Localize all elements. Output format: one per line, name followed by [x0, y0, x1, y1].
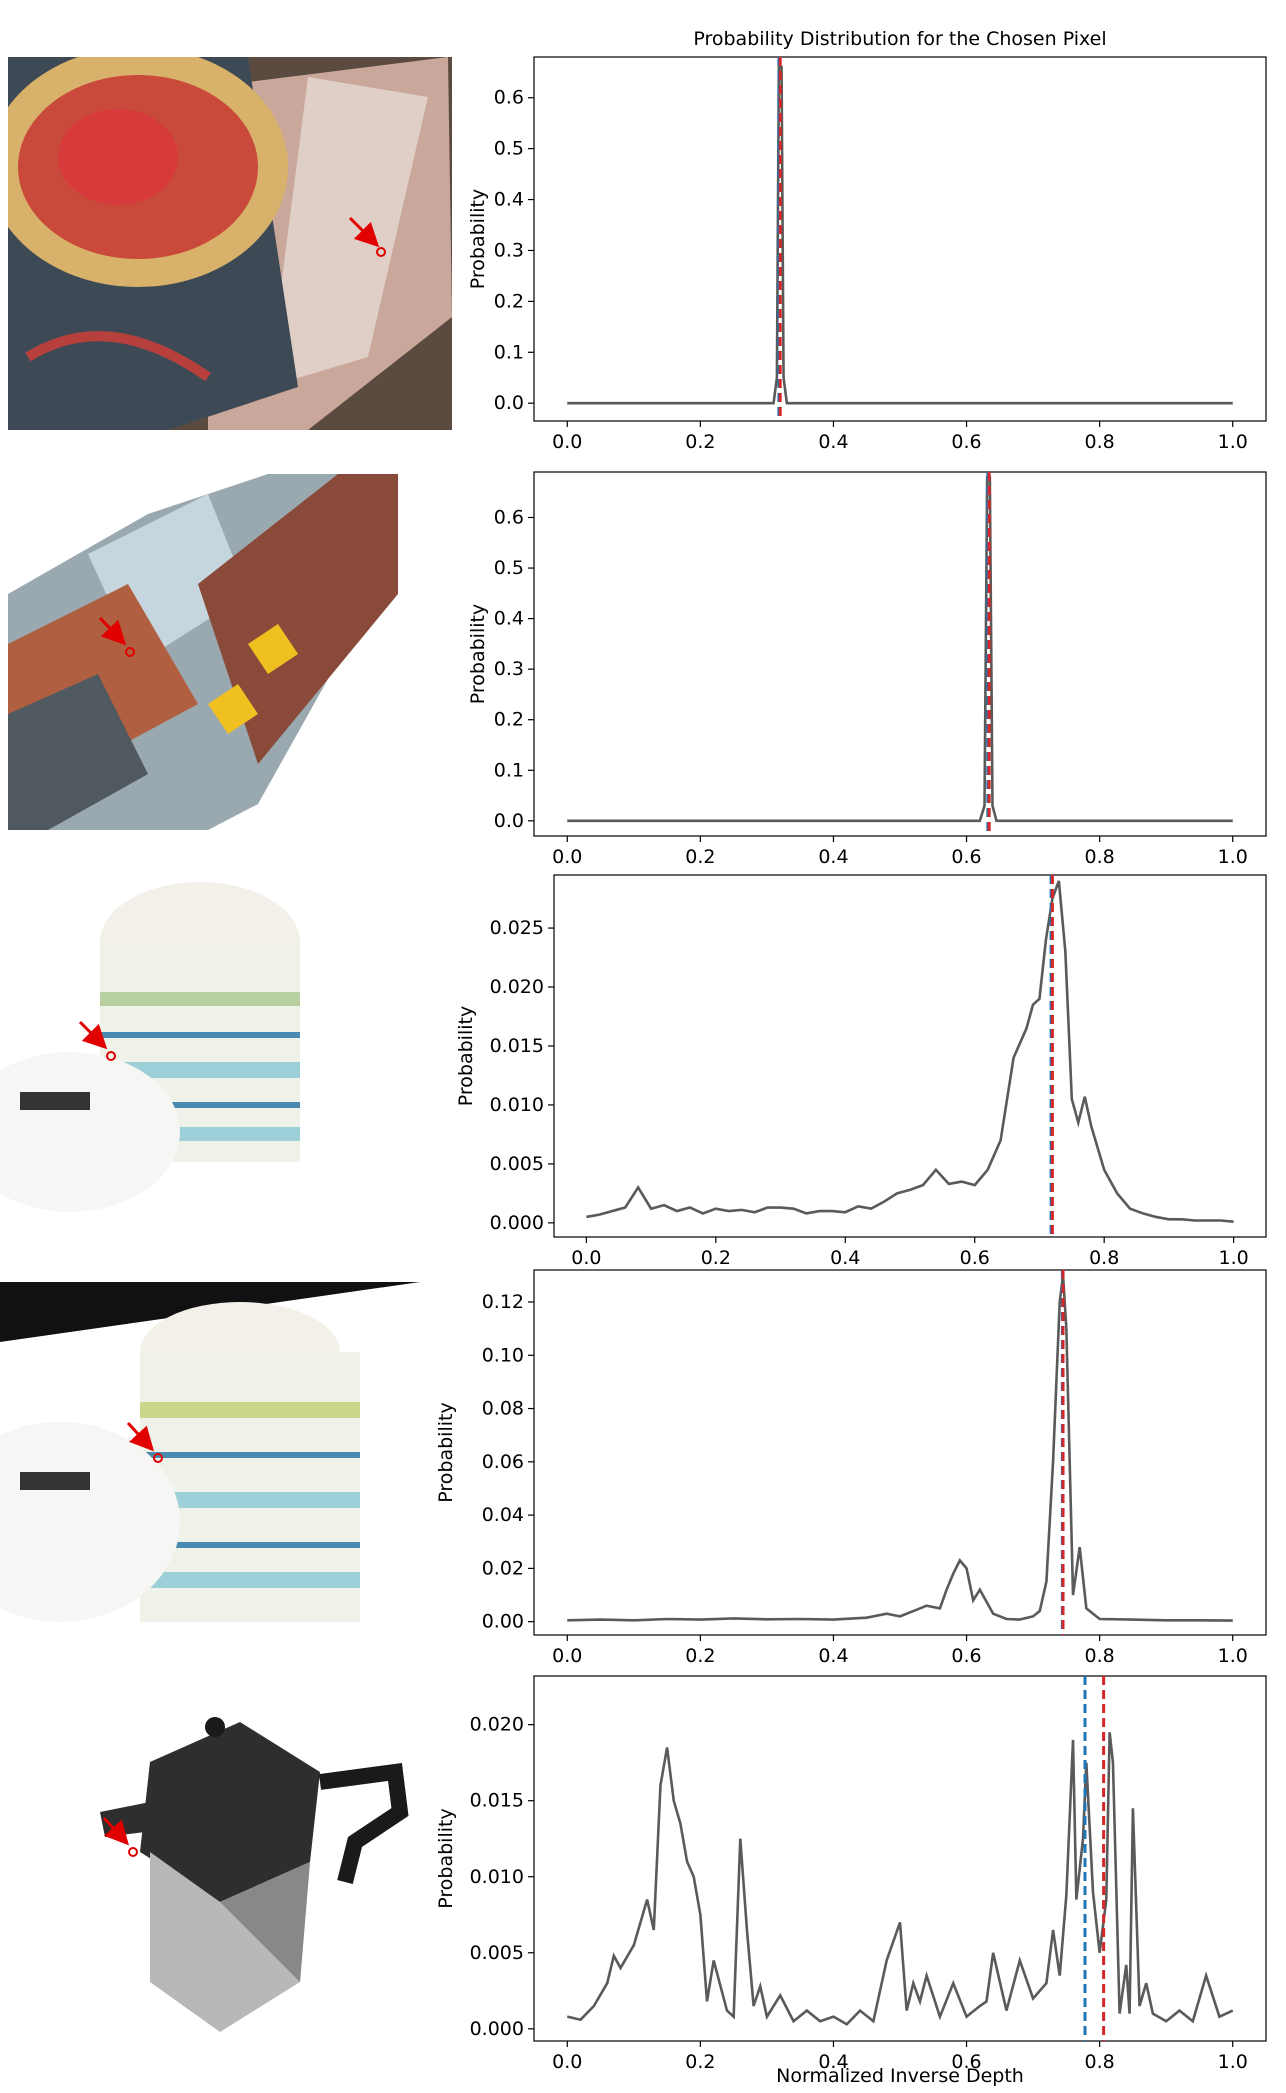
- x-tick-label: 0.0: [552, 846, 582, 868]
- y-tick-label: 0.6: [494, 507, 524, 529]
- y-tick-label: 0.1: [494, 759, 524, 781]
- x-tick-label: 0.4: [818, 1645, 848, 1667]
- chart-panel-3: 0.000 0.005 0.010 0.015 0.020 0.025 0.0 0.2 0.4 0…: [455, 874, 1267, 1269]
- y-tick-label: 0.4: [494, 608, 524, 630]
- y-axis-label: Probability: [435, 1402, 457, 1502]
- y-tick-label: 0.5: [494, 557, 524, 579]
- scene-image-model-town: [8, 474, 398, 830]
- chart-frame: [533, 1269, 1267, 1636]
- scene-image-moka-pot: [0, 1682, 420, 2037]
- chart-panel-2: 0.0 0.1 0.2 0.3 0.4 0.5 0.6 0.0 0.2 0.4 0.6 0.8 1.0 P…: [467, 471, 1267, 868]
- distribution-curve: [567, 1275, 1233, 1622]
- distribution-curve: [567, 65, 1233, 405]
- x-tick-label: 0.8: [1089, 1247, 1119, 1269]
- x-tick-label: 0.6: [960, 1247, 990, 1269]
- x-tick-label: 0.6: [951, 431, 981, 453]
- y-tick-label: 0.015: [490, 1035, 544, 1057]
- y-tick-label: 0.2: [494, 290, 524, 312]
- chart-frame: [533, 1675, 1267, 2042]
- x-tick-label: 0.6: [951, 1645, 981, 1667]
- pixel-marker-1: [348, 216, 386, 257]
- distribution-curve: [566, 1732, 1234, 2026]
- y-tick-label: 0.025: [490, 917, 544, 939]
- x-tick-label: 0.4: [818, 2051, 848, 2073]
- x-tick-label: 0.4: [830, 1247, 860, 1269]
- x-tick-label: 0.2: [685, 1645, 715, 1667]
- x-tick-label: 0.4: [818, 846, 848, 868]
- x-axis-label: Normalized Inverse Depth: [776, 2065, 1024, 2087]
- x-tick-label: 0.0: [552, 1645, 582, 1667]
- x-tick-label: 1.0: [1218, 846, 1248, 868]
- scene-image-cup-on-block: [8, 57, 452, 430]
- x-tick-label: 0.8: [1085, 846, 1115, 868]
- y-tick-label: 0.04: [482, 1504, 524, 1526]
- y-tick-label: 0.08: [482, 1398, 524, 1420]
- y-tick-label: 0.0: [494, 810, 524, 832]
- x-tick-label: 1.0: [1218, 2051, 1248, 2073]
- y-tick-label: 0.06: [482, 1451, 524, 1473]
- x-tick-label: 1.0: [1219, 1247, 1249, 1269]
- y-tick-label: 0.3: [494, 658, 524, 680]
- x-tick-label: 0.0: [552, 2051, 582, 2073]
- x-tick-label: 0.0: [552, 431, 582, 453]
- x-tick-label: 0.2: [685, 431, 715, 453]
- x-tick-label: 1.0: [1218, 431, 1248, 453]
- y-tick-label: 0.005: [490, 1153, 544, 1175]
- distribution-curve: [586, 880, 1234, 1223]
- y-tick-label: 0.0: [494, 392, 524, 414]
- chart-frame: [553, 874, 1267, 1238]
- pixel-marker-4: [126, 1421, 163, 1463]
- x-tick-label: 0.8: [1085, 1645, 1115, 1667]
- y-axis-label: Probability: [467, 189, 489, 289]
- y-axis-label: Probability: [455, 1006, 477, 1106]
- y-tick-label: 0.12: [482, 1291, 524, 1313]
- figure-title: Probability Distribution for the Chosen …: [693, 28, 1107, 50]
- y-axis-label: Probability: [467, 604, 489, 704]
- x-tick-label: 1.0: [1218, 1645, 1248, 1667]
- y-tick-label: 0.2: [494, 709, 524, 731]
- scene-image-cups-dark-bg: [0, 1282, 420, 1637]
- chart-panel-5: 0.000 0.005 0.010 0.015 0.020 0.0 0.2 0.4 0.6 0.8…: [435, 1675, 1267, 2073]
- pixel-marker-3: [78, 1020, 116, 1061]
- x-tick-label: 0.6: [951, 2051, 981, 2073]
- y-tick-label: 0.000: [490, 1212, 544, 1234]
- chart-panel-4: 0.00 0.02 0.04 0.06 0.08 0.10 0.12 0.0 0.2 0.4 0.6…: [435, 1269, 1267, 1667]
- y-tick-label: 0.3: [494, 239, 524, 261]
- y-tick-label: 0.020: [470, 1714, 524, 1736]
- y-tick-label: 0.10: [482, 1344, 524, 1366]
- y-tick-label: 0.010: [470, 1866, 524, 1888]
- y-tick-label: 0.000: [470, 2018, 524, 2040]
- chart-frame: [533, 471, 1267, 837]
- y-tick-label: 0.010: [490, 1094, 544, 1116]
- pixel-marker-2: [98, 616, 135, 657]
- y-tick-label: 0.1: [494, 341, 524, 363]
- y-tick-label: 0.015: [470, 1790, 524, 1812]
- x-tick-label: 0.2: [685, 2051, 715, 2073]
- chart-frame: [533, 56, 1267, 422]
- x-tick-label: 0.8: [1085, 431, 1115, 453]
- y-tick-label: 0.005: [470, 1942, 524, 1964]
- scene-image-stacked-cups: [0, 872, 335, 1232]
- y-tick-label: 0.4: [494, 189, 524, 211]
- x-tick-label: 0.0: [571, 1247, 601, 1269]
- x-tick-label: 0.4: [818, 431, 848, 453]
- y-tick-label: 0.00: [482, 1611, 524, 1633]
- y-tick-label: 0.5: [494, 138, 524, 160]
- y-tick-label: 0.02: [482, 1557, 524, 1579]
- pixel-marker-5: [102, 1816, 138, 1857]
- x-tick-label: 0.6: [951, 846, 981, 868]
- y-tick-label: 0.6: [494, 87, 524, 109]
- x-tick-label: 0.8: [1085, 2051, 1115, 2073]
- y-axis-label: Probability: [435, 1808, 457, 1908]
- x-tick-label: 0.2: [685, 846, 715, 868]
- y-tick-label: 0.020: [490, 976, 544, 998]
- x-tick-label: 0.2: [701, 1247, 731, 1269]
- chart-panel-1: 0.0 0.1 0.2 0.3 0.4 0.5 0.6 0.0 0.2 0.4 0.6 0.8 1.0 P…: [467, 56, 1267, 453]
